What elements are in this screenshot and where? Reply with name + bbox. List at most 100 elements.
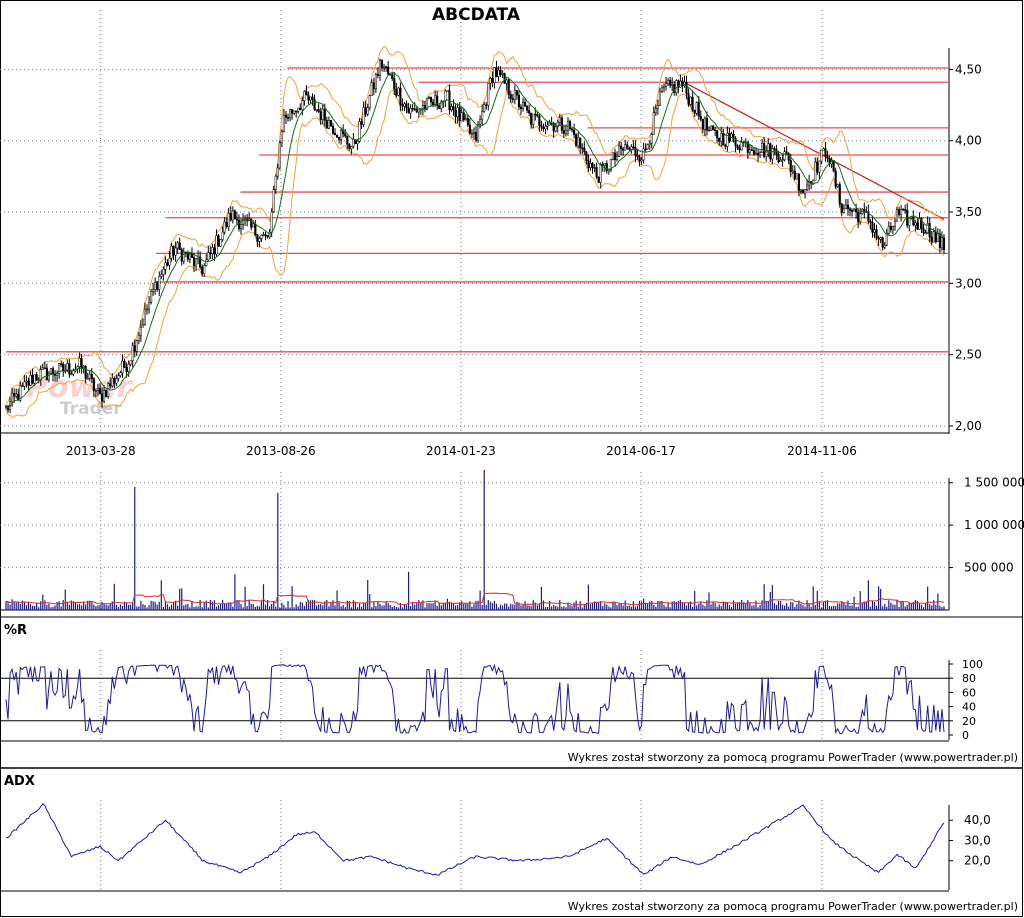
candle-body	[705, 117, 708, 131]
candle-body	[577, 137, 580, 147]
candle-body	[286, 117, 290, 119]
candle-body	[491, 78, 494, 84]
candle-body	[738, 147, 741, 151]
candle-body	[11, 392, 14, 403]
candle-body	[889, 226, 892, 230]
candle-body	[844, 204, 847, 210]
candle-body	[542, 126, 545, 129]
candle-body	[278, 142, 281, 169]
candle-body	[709, 125, 713, 131]
candle-body	[513, 90, 516, 100]
candle-body	[399, 87, 402, 105]
candle-body	[910, 216, 913, 219]
candle-body	[526, 106, 529, 111]
candle-body	[806, 184, 809, 190]
candle-body	[679, 80, 682, 88]
watermark: Power Trader	[26, 370, 134, 419]
candle-body	[644, 148, 647, 151]
candle-body	[934, 231, 937, 243]
candle-body	[505, 79, 508, 84]
candle-body	[726, 132, 729, 147]
candle-body	[207, 252, 210, 261]
candle-body	[509, 94, 512, 99]
candle-body	[750, 149, 753, 151]
candle-body	[908, 217, 911, 226]
volume-y-tick-label: 1 500 000	[964, 476, 1024, 490]
candle-body	[893, 220, 897, 227]
candle-body	[213, 247, 216, 255]
adx-line	[5, 803, 945, 876]
candle-body	[338, 137, 341, 140]
candle-body	[368, 95, 371, 108]
candle-body	[250, 218, 253, 228]
candle-body	[460, 112, 463, 122]
candle-body	[346, 135, 349, 145]
candle-body	[395, 89, 398, 96]
candle-body	[895, 209, 899, 222]
candle-body	[771, 148, 774, 160]
candle-body	[591, 163, 594, 168]
candle-body	[918, 217, 921, 230]
candle-body	[822, 148, 825, 151]
candle-body	[329, 120, 332, 127]
candle-body	[767, 143, 770, 151]
candle-body	[748, 149, 751, 153]
candle-body	[515, 90, 518, 96]
candle-body	[307, 94, 310, 101]
candle-body	[27, 380, 30, 386]
candle-body	[554, 126, 557, 132]
candle-body	[662, 86, 666, 89]
candle-body	[879, 237, 882, 240]
candle-body	[615, 156, 619, 160]
candle-body	[364, 107, 367, 115]
candle-body	[842, 208, 845, 213]
candle-body	[182, 251, 185, 262]
candle-body	[350, 146, 353, 149]
candle-body	[403, 103, 406, 107]
candle-body	[914, 222, 917, 226]
volume-y-tick-label: 500 000	[964, 561, 1014, 575]
candle-body	[789, 159, 792, 172]
candle-body	[932, 231, 935, 243]
candle-body	[873, 229, 876, 233]
candle-body	[887, 226, 890, 234]
candle-body	[583, 147, 586, 153]
candle-body	[344, 133, 347, 137]
candle-body	[166, 262, 169, 266]
candle-body	[174, 247, 177, 256]
candle-body	[524, 101, 527, 107]
candle-body	[72, 370, 75, 375]
candle-body	[916, 222, 919, 230]
candle-body	[556, 121, 559, 128]
candle-body	[94, 390, 97, 392]
trend-line	[681, 80, 945, 220]
candle-body	[660, 87, 664, 92]
candle-body	[871, 222, 874, 233]
candle-body	[881, 237, 884, 248]
candle-body	[336, 134, 339, 138]
candle-body	[691, 96, 694, 111]
candle-body	[393, 78, 396, 90]
candle-body	[607, 169, 610, 172]
candle-body	[568, 121, 572, 129]
candle-body	[648, 143, 651, 146]
candle-body	[652, 112, 655, 135]
candle-body	[579, 137, 582, 149]
candle-body	[203, 265, 206, 275]
candle-body	[98, 388, 102, 395]
candle-body	[199, 256, 202, 268]
candle-body	[458, 107, 461, 122]
candle-body	[803, 189, 807, 194]
price-x-tick-label: 2014-06-17	[606, 444, 676, 458]
adx-y-tick-label: 20,0	[964, 854, 991, 868]
candle-body	[325, 120, 328, 129]
candle-body	[658, 91, 661, 106]
candle-body	[697, 102, 700, 117]
candle-body	[675, 80, 678, 93]
candle-body	[401, 104, 404, 107]
candle-body	[409, 108, 412, 114]
candle-body	[366, 107, 369, 115]
candle-body	[415, 108, 418, 113]
candle-body	[352, 139, 355, 147]
